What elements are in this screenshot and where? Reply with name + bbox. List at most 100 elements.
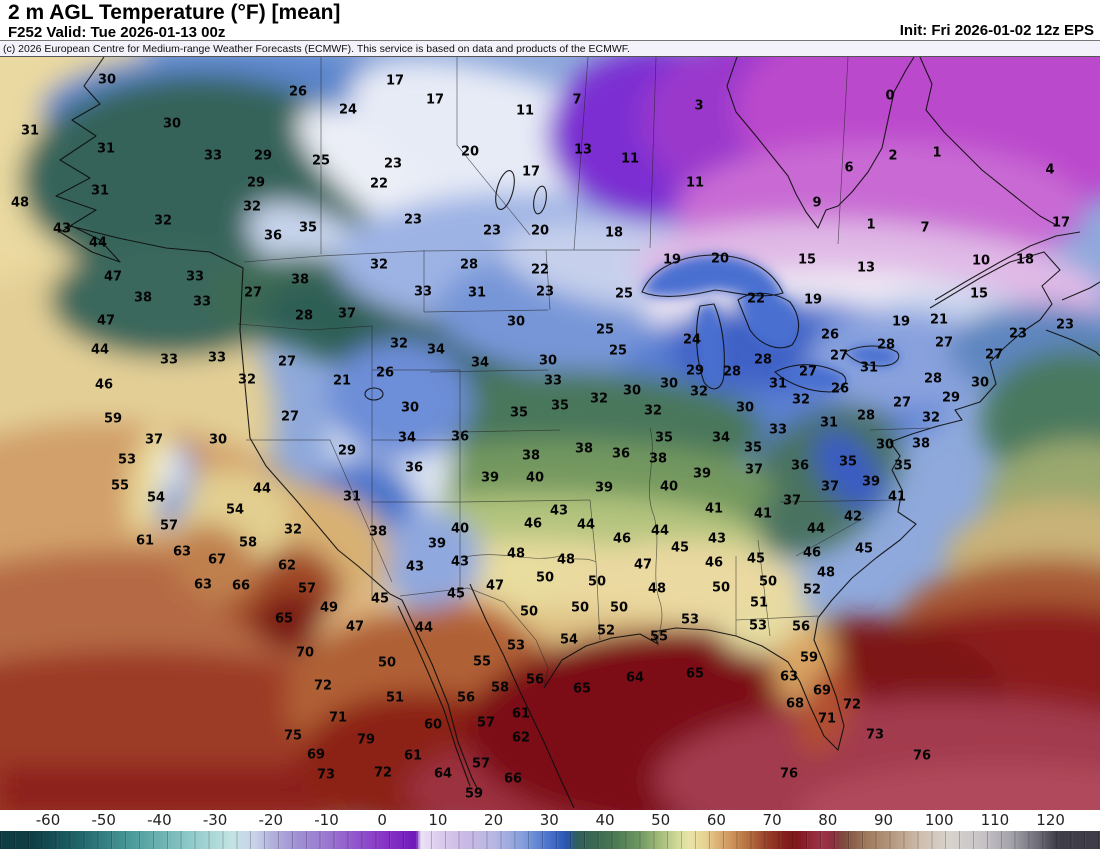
temp-label: 39 xyxy=(861,474,881,490)
temp-label: 32 xyxy=(369,257,389,273)
temp-label: 59 xyxy=(464,786,484,802)
temp-label: 56 xyxy=(456,690,476,706)
temp-label: 43 xyxy=(405,559,425,575)
temp-label: 57 xyxy=(159,518,179,534)
temp-label: 31 xyxy=(342,489,362,505)
temp-label: 4 xyxy=(1045,162,1055,178)
temp-label: 47 xyxy=(485,578,505,594)
temp-label: 22 xyxy=(746,291,766,307)
temp-label: 61 xyxy=(511,706,531,722)
temp-label: 1 xyxy=(932,145,942,161)
temp-label: 36 xyxy=(450,429,470,445)
temp-label: 32 xyxy=(589,391,609,407)
temp-label: 72 xyxy=(842,697,862,713)
temp-label: 18 xyxy=(604,225,624,241)
temp-label: 47 xyxy=(633,557,653,573)
temp-label: 27 xyxy=(892,395,912,411)
temp-label: 11 xyxy=(515,103,535,119)
temp-label: 26 xyxy=(830,381,850,397)
temp-label: 58 xyxy=(490,680,510,696)
temp-label: 20 xyxy=(460,144,480,160)
temp-label: 33 xyxy=(185,269,205,285)
temp-label: 56 xyxy=(525,672,545,688)
colorbar-tick: 40 xyxy=(595,811,615,829)
temp-label: 73 xyxy=(865,727,885,743)
temp-label: 32 xyxy=(791,392,811,408)
temp-label: 30 xyxy=(538,353,558,369)
temp-label: 24 xyxy=(682,332,702,348)
colorbar-tick: -50 xyxy=(91,811,116,829)
temp-label: 59 xyxy=(103,411,123,427)
temp-label: 31 xyxy=(96,141,116,157)
temp-label: 30 xyxy=(97,72,117,88)
temp-label: 52 xyxy=(802,582,822,598)
temp-label: 23 xyxy=(383,156,403,172)
temp-label: 6 xyxy=(844,160,854,176)
temp-label: 2 xyxy=(888,148,898,164)
temp-label: 25 xyxy=(595,322,615,338)
temp-label: 26 xyxy=(820,327,840,343)
temp-label: 38 xyxy=(574,441,594,457)
temp-label: 23 xyxy=(1055,317,1075,333)
temp-label: 31 xyxy=(90,183,110,199)
temp-label: 30 xyxy=(400,400,420,416)
page-title: 2 m AGL Temperature (°F) [mean] xyxy=(8,1,341,24)
temp-label: 48 xyxy=(506,546,526,562)
temp-label: 30 xyxy=(659,376,679,392)
colorbar-tick: 100 xyxy=(924,811,954,829)
temp-label: 44 xyxy=(650,523,670,539)
temperature-map: 30 26 24 17 17 7 3 0 11 31 30 31 33 29 25 13 11 2 1 6 4 31 29 2… xyxy=(0,57,1100,810)
temp-label: 44 xyxy=(806,521,826,537)
copyright-bar: (c) 2026 European Centre for Medium-rang… xyxy=(0,40,1100,57)
temp-label: 51 xyxy=(385,690,405,706)
temp-label: 47 xyxy=(345,619,365,635)
temp-label: 35 xyxy=(838,454,858,470)
temp-label: 28 xyxy=(459,257,479,273)
colorbar-tick: 30 xyxy=(539,811,559,829)
temp-label: 11 xyxy=(620,151,640,167)
temp-label: 58 xyxy=(238,535,258,551)
coastlines xyxy=(55,57,1100,809)
temp-label: 53 xyxy=(506,638,526,654)
temp-label: 32 xyxy=(643,403,663,419)
temp-label: 28 xyxy=(856,408,876,424)
temp-label: 30 xyxy=(208,432,228,448)
temp-label: 31 xyxy=(859,360,879,376)
temp-label: 30 xyxy=(735,400,755,416)
temp-label: 64 xyxy=(433,766,453,782)
temp-label: 39 xyxy=(427,536,447,552)
temp-label: 54 xyxy=(559,632,579,648)
colorbar-tick: 60 xyxy=(706,811,726,829)
temp-label: 32 xyxy=(242,199,262,215)
temp-label: 39 xyxy=(594,480,614,496)
temp-label: 36 xyxy=(611,446,631,462)
colorbar-tick: 0 xyxy=(377,811,387,829)
temp-label: 63 xyxy=(172,544,192,560)
temp-label: 27 xyxy=(984,347,1004,363)
init-time-label: Init: Fri 2026-01-02 12z EPS xyxy=(899,22,1094,39)
temp-label: 15 xyxy=(969,286,989,302)
temp-label: 30 xyxy=(875,437,895,453)
temp-label: 37 xyxy=(144,432,164,448)
temp-label: 70 xyxy=(295,645,315,661)
temperature-field-svg xyxy=(0,57,1100,810)
temp-label: 21 xyxy=(929,312,949,328)
colorbar-tick: 120 xyxy=(1036,811,1065,829)
temp-label: 38 xyxy=(911,436,931,452)
temp-label: 27 xyxy=(829,348,849,364)
temp-label: 61 xyxy=(135,533,155,549)
colorbar-tick: 80 xyxy=(818,811,838,829)
temp-label: 48 xyxy=(647,581,667,597)
temp-label: 25 xyxy=(311,153,331,169)
temp-label: 17 xyxy=(385,73,405,89)
temp-label: 28 xyxy=(753,352,773,368)
temp-label: 22 xyxy=(369,176,389,192)
temp-label: 47 xyxy=(103,269,123,285)
temp-label: 53 xyxy=(680,612,700,628)
temp-label: 28 xyxy=(294,308,314,324)
temp-label: 45 xyxy=(446,586,466,602)
temp-label: 19 xyxy=(662,252,682,268)
temp-label: 30 xyxy=(506,314,526,330)
temp-label: 36 xyxy=(790,458,810,474)
temp-label: 55 xyxy=(110,478,130,494)
